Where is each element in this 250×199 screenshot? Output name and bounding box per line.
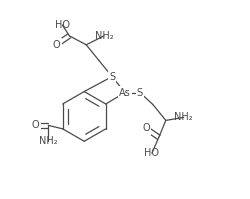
Text: NH₂: NH₂: [39, 136, 58, 146]
Text: HO: HO: [55, 20, 70, 30]
Text: NH₂: NH₂: [95, 31, 114, 41]
Text: NH₂: NH₂: [174, 112, 193, 122]
Text: S: S: [109, 72, 115, 82]
Text: HO: HO: [144, 148, 159, 158]
Text: O: O: [142, 123, 150, 133]
Text: O: O: [32, 120, 39, 130]
Text: As: As: [119, 88, 131, 98]
Text: O: O: [52, 40, 60, 50]
Text: S: S: [137, 88, 143, 98]
